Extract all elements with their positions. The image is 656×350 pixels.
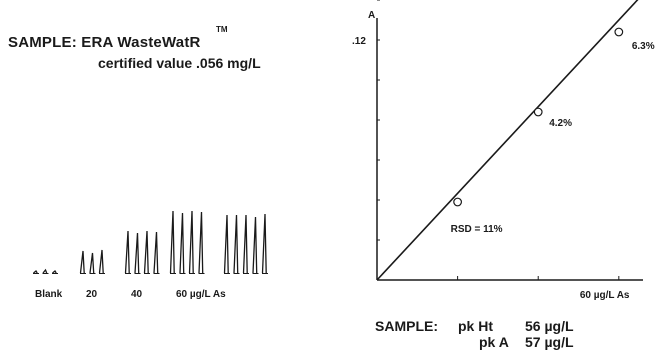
summary-pk-ht-label: pk Ht (458, 318, 493, 334)
peak-mark (188, 210, 194, 274)
certified-value: certified value .056 mg/L (98, 55, 261, 71)
peak-mark (233, 214, 239, 274)
peak-mark (252, 216, 258, 274)
sample-title: SAMPLE: ERA WasteWatR (8, 34, 201, 51)
peak-height-chart: Blank 20 40 60 µg/L As (33, 210, 268, 300)
peak-mark (33, 270, 38, 274)
summary-label: SAMPLE: (375, 318, 438, 334)
summary-pk-ht-value: 56 µg/L (525, 318, 574, 334)
peak-mark (179, 212, 185, 274)
peak-mark (223, 214, 229, 274)
point-label: 4.2% (549, 118, 572, 129)
y-axis-label: A (368, 10, 375, 21)
calibration-chart: A .12 60 µg/L As RSD = 11% 4.2% 6.3% (352, 0, 655, 301)
point-label: 6.3% (632, 41, 655, 52)
peak-mark (143, 230, 149, 274)
peak-mark (124, 230, 130, 274)
peak-mark (79, 250, 85, 274)
fit-line (376, 0, 639, 281)
x-tick-label: 60 µg/L As (580, 290, 630, 301)
peak-mark (242, 214, 248, 274)
data-point (533, 107, 543, 117)
peak-mark (42, 268, 48, 274)
peak-mark (261, 213, 267, 274)
point-label: RSD = 11% (451, 224, 503, 235)
peak-group-label: 40 (131, 289, 143, 300)
peak-mark (98, 249, 104, 274)
peak-mark (198, 211, 204, 274)
peak-group-label: 60 µg/L As (176, 289, 226, 300)
summary-pk-a-value: 57 µg/L (525, 334, 574, 350)
peak-group-label: 20 (86, 289, 98, 300)
data-point (614, 27, 624, 37)
peak-mark (134, 232, 140, 274)
data-point (453, 197, 463, 207)
peak-mark (153, 231, 159, 274)
peak-mark (52, 270, 57, 274)
trademark-mark: TM (216, 25, 228, 34)
peak-mark (169, 210, 175, 274)
y-tick-label: .12 (352, 36, 366, 47)
peak-mark (89, 252, 95, 274)
peak-group-label: Blank (35, 289, 63, 300)
summary-pk-a-label: pk A (479, 334, 509, 350)
